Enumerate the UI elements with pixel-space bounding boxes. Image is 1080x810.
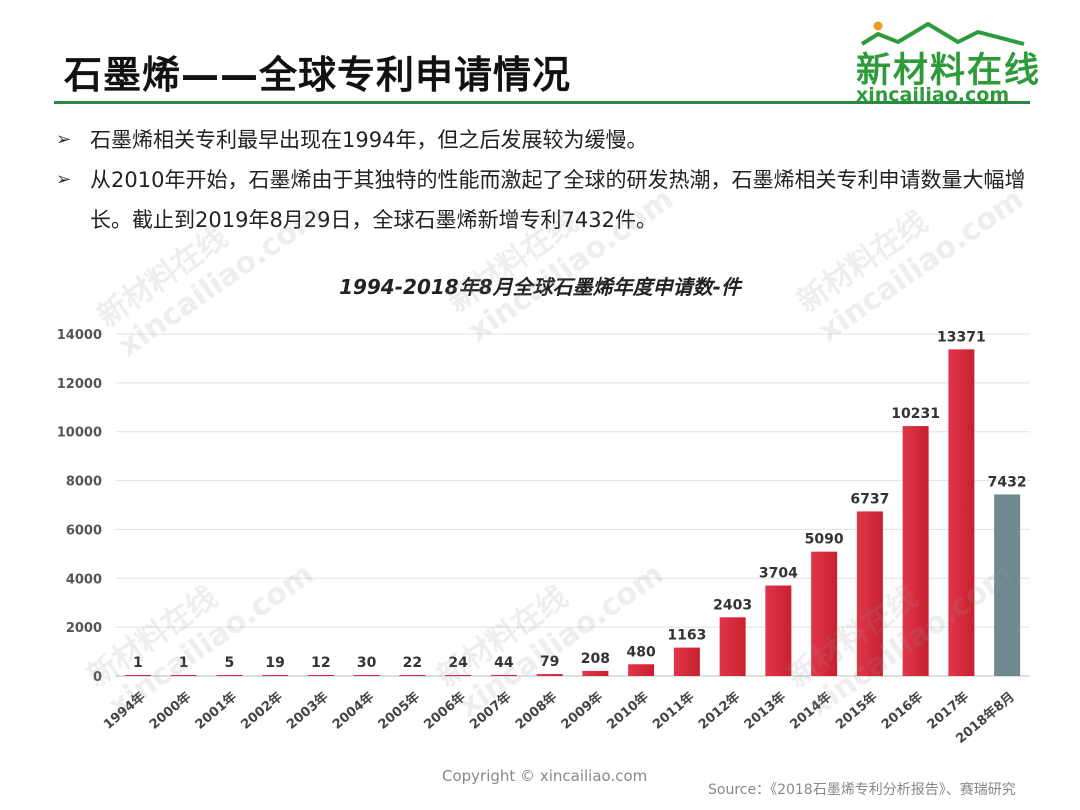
page-title: 石墨烯——全球专利申请情况 (64, 53, 572, 97)
x-tick-label: 1994年 (100, 689, 148, 733)
logo-text-cn: 新材料在线 (856, 51, 1042, 91)
bar (719, 617, 746, 676)
bar (170, 675, 197, 676)
chart-title: 1994-2018年8月全球石墨烯年度申请数-件 (339, 275, 741, 299)
y-tick-label: 12000 (57, 377, 102, 392)
y-tick-label: 6000 (66, 523, 102, 538)
x-tick-label: 2003年 (283, 689, 331, 733)
roof-logo-icon (860, 21, 1025, 46)
data-label: 1163 (667, 628, 706, 644)
y-tick-label: 8000 (66, 475, 102, 490)
data-label: 6737 (850, 491, 889, 507)
bar-chart: 0200040006000800010000120001400011994年12… (57, 328, 1030, 747)
x-tick-label: 2000年 (146, 689, 194, 733)
x-tick-label: 2007年 (466, 689, 514, 733)
data-label: 24 (448, 655, 468, 671)
brand-logo: 新材料在线 xincailiao.com (852, 16, 1042, 106)
x-tick-label: 2013年 (741, 689, 789, 733)
x-tick-label: 2015年 (832, 689, 880, 733)
data-label: 12 (311, 655, 330, 671)
bar (811, 551, 838, 676)
bar (262, 675, 289, 676)
data-label: 7432 (988, 474, 1027, 490)
bar (948, 349, 975, 676)
y-tick-label: 2000 (66, 621, 102, 636)
x-tick-label: 2014年 (787, 689, 835, 733)
data-label: 1 (179, 655, 189, 671)
x-tick-label: 2012年 (695, 689, 743, 733)
bar (673, 647, 700, 676)
bar (582, 670, 609, 676)
x-tick-label: 2008年 (512, 689, 560, 733)
y-tick-label: 0 (93, 670, 102, 685)
bar (216, 675, 243, 676)
x-tick-label: 2006年 (421, 689, 469, 733)
data-label: 2403 (713, 597, 752, 613)
data-label: 30 (357, 655, 377, 671)
bar (399, 675, 426, 676)
bar (765, 585, 792, 676)
data-label: 5 (225, 655, 235, 671)
source-text: Source：《2018石墨烯专利分析报告》、赛瑞研究 (708, 782, 1016, 798)
bar (353, 675, 380, 676)
data-label: 13371 (937, 329, 986, 345)
bullet-item: ➢ 石墨烯相关专利最早出现在1994年，但之后发展较为缓慢。 (56, 120, 1036, 160)
bullet-text: 石墨烯相关专利最早出现在1994年，但之后发展较为缓慢。 (90, 128, 648, 152)
data-label: 22 (403, 655, 422, 671)
data-label: 480 (627, 644, 656, 660)
bar (307, 675, 334, 676)
bar (124, 675, 151, 676)
data-label: 208 (581, 651, 610, 667)
data-label: 10231 (891, 406, 940, 422)
x-tick-label: 2001年 (192, 689, 240, 733)
y-tick-label: 14000 (57, 328, 102, 343)
bar (445, 675, 472, 676)
data-label: 44 (494, 655, 514, 671)
x-tick-label: 2016年 (878, 689, 926, 733)
bullet-text: 从2010年开始，石墨烯由于其独特的性能而激起了全球的研发热潮，石墨烯相关专利申… (90, 168, 1026, 232)
bullet-item: ➢ 从2010年开始，石墨烯由于其独特的性能而激起了全球的研发热潮，石墨烯相关专… (56, 160, 1036, 240)
bar (856, 511, 883, 676)
bar (536, 674, 563, 676)
x-tick-label: 2002年 (238, 689, 286, 733)
x-tick-label: 2004年 (329, 689, 377, 733)
y-tick-label: 10000 (57, 426, 102, 441)
data-label: 5090 (805, 532, 844, 548)
bar (902, 426, 929, 676)
data-label: 1 (133, 655, 143, 671)
logo-text-en: xincailiao.com (856, 84, 1010, 106)
data-label: 19 (265, 655, 284, 671)
bar (490, 674, 517, 676)
x-tick-label: 2009年 (558, 689, 606, 733)
bar (628, 664, 655, 676)
arrow-bullet-icon: ➢ (56, 129, 72, 150)
x-tick-label: 2005年 (375, 689, 423, 733)
arrow-bullet-icon: ➢ (56, 169, 72, 190)
copyright-text: Copyright © xincailiao.com (442, 767, 648, 785)
bullet-list: ➢ 石墨烯相关专利最早出现在1994年，但之后发展较为缓慢。 ➢ 从2010年开… (56, 120, 1036, 240)
x-tick-label: 2011年 (649, 689, 697, 733)
x-tick-label: 2010年 (604, 689, 652, 733)
data-label: 79 (540, 654, 559, 670)
bar (994, 494, 1021, 676)
title-divider (54, 101, 1030, 104)
y-tick-label: 4000 (66, 572, 102, 587)
data-label: 3704 (759, 566, 798, 582)
